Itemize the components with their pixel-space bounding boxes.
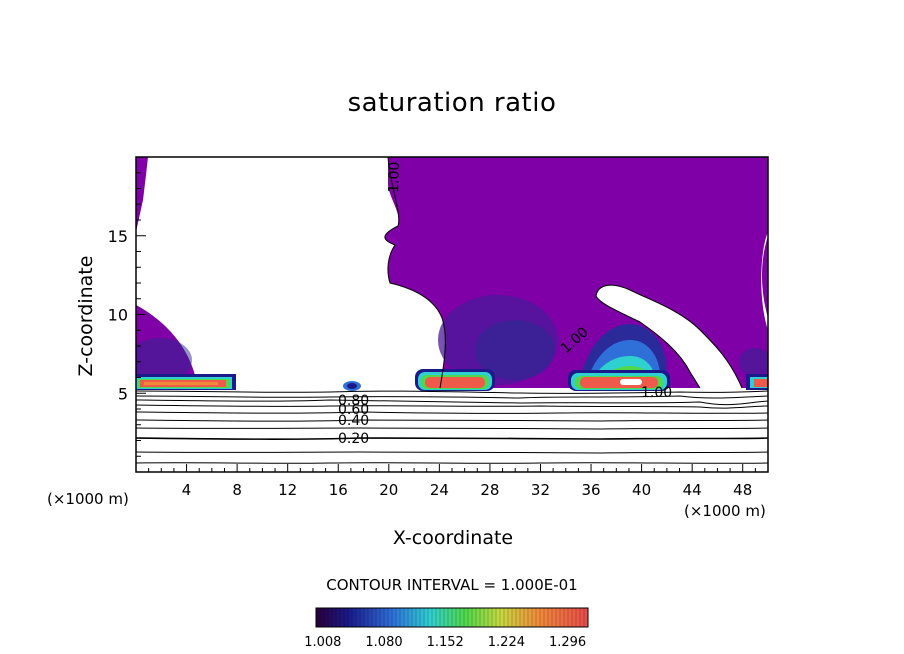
x-tick-label: 20 — [379, 481, 398, 499]
chart-title: saturation ratio — [347, 88, 557, 118]
colorbar-stripes — [319, 608, 585, 627]
x-tick-label: 48 — [733, 481, 752, 499]
x-axis-label: X-coordinate — [0, 527, 904, 549]
y-tick-label: 10 — [108, 306, 128, 325]
contour-label-6: 0.40 — [338, 413, 369, 429]
y-ticks: 5 10 15 — [108, 172, 146, 457]
x-unit-right: (×1000 m) — [684, 502, 766, 520]
contour-1-00 — [384, 157, 743, 389]
melt-layer-bands — [136, 369, 768, 391]
x-tick-label: 44 — [683, 481, 702, 499]
colorbar-tick-label: 1.152 — [427, 635, 464, 650]
contour-label-3: 1.00 — [641, 385, 672, 401]
x-tick-label: 28 — [480, 481, 499, 499]
supersat-region-right — [762, 236, 768, 318]
y-tick-label: 5 — [118, 384, 128, 403]
x-axis-label-text: X-coordinate — [392, 527, 514, 549]
supersat-region-left-top — [136, 157, 148, 232]
contour-lines — [136, 390, 768, 464]
x-tick-label: 24 — [430, 481, 449, 499]
colorbar-tick-label: 1.224 — [488, 635, 525, 650]
x-tick-label: 36 — [581, 481, 600, 499]
contour-label-1: 1.00 — [386, 161, 403, 193]
x-tick-label: 12 — [278, 481, 297, 499]
contour-interval-text: CONTOUR INTERVAL = 1.000E-01 — [326, 576, 578, 594]
field-layer — [136, 157, 768, 464]
colorbar — [316, 608, 588, 627]
x-tick-label: 4 — [182, 481, 192, 499]
x-tick-label: 40 — [632, 481, 651, 499]
x-tick-label: 32 — [531, 481, 550, 499]
contour-label-4: 0.80 — [338, 393, 369, 409]
contour-label-7: 0.20 — [338, 431, 369, 447]
contour-label-5: 0.60 — [338, 402, 369, 418]
colorbar-tick-label: 1.080 — [365, 635, 402, 650]
colorbar-tick-label: 1.008 — [304, 635, 341, 650]
colorbar-labels: 1.008 1.080 1.152 1.224 1.296 — [304, 635, 586, 650]
y-tick-label: 15 — [108, 227, 128, 246]
colorbar-frame — [315, 607, 589, 628]
x-tick-label: 16 — [329, 481, 348, 499]
x-tick-label: 8 — [232, 481, 242, 499]
x-ticks: 4 8 12 16 20 24 28 32 36 40 44 48 — [148, 464, 756, 499]
colorbar-tick-label: 1.296 — [549, 635, 586, 650]
x-unit-left: (×1000 m) — [47, 490, 129, 508]
